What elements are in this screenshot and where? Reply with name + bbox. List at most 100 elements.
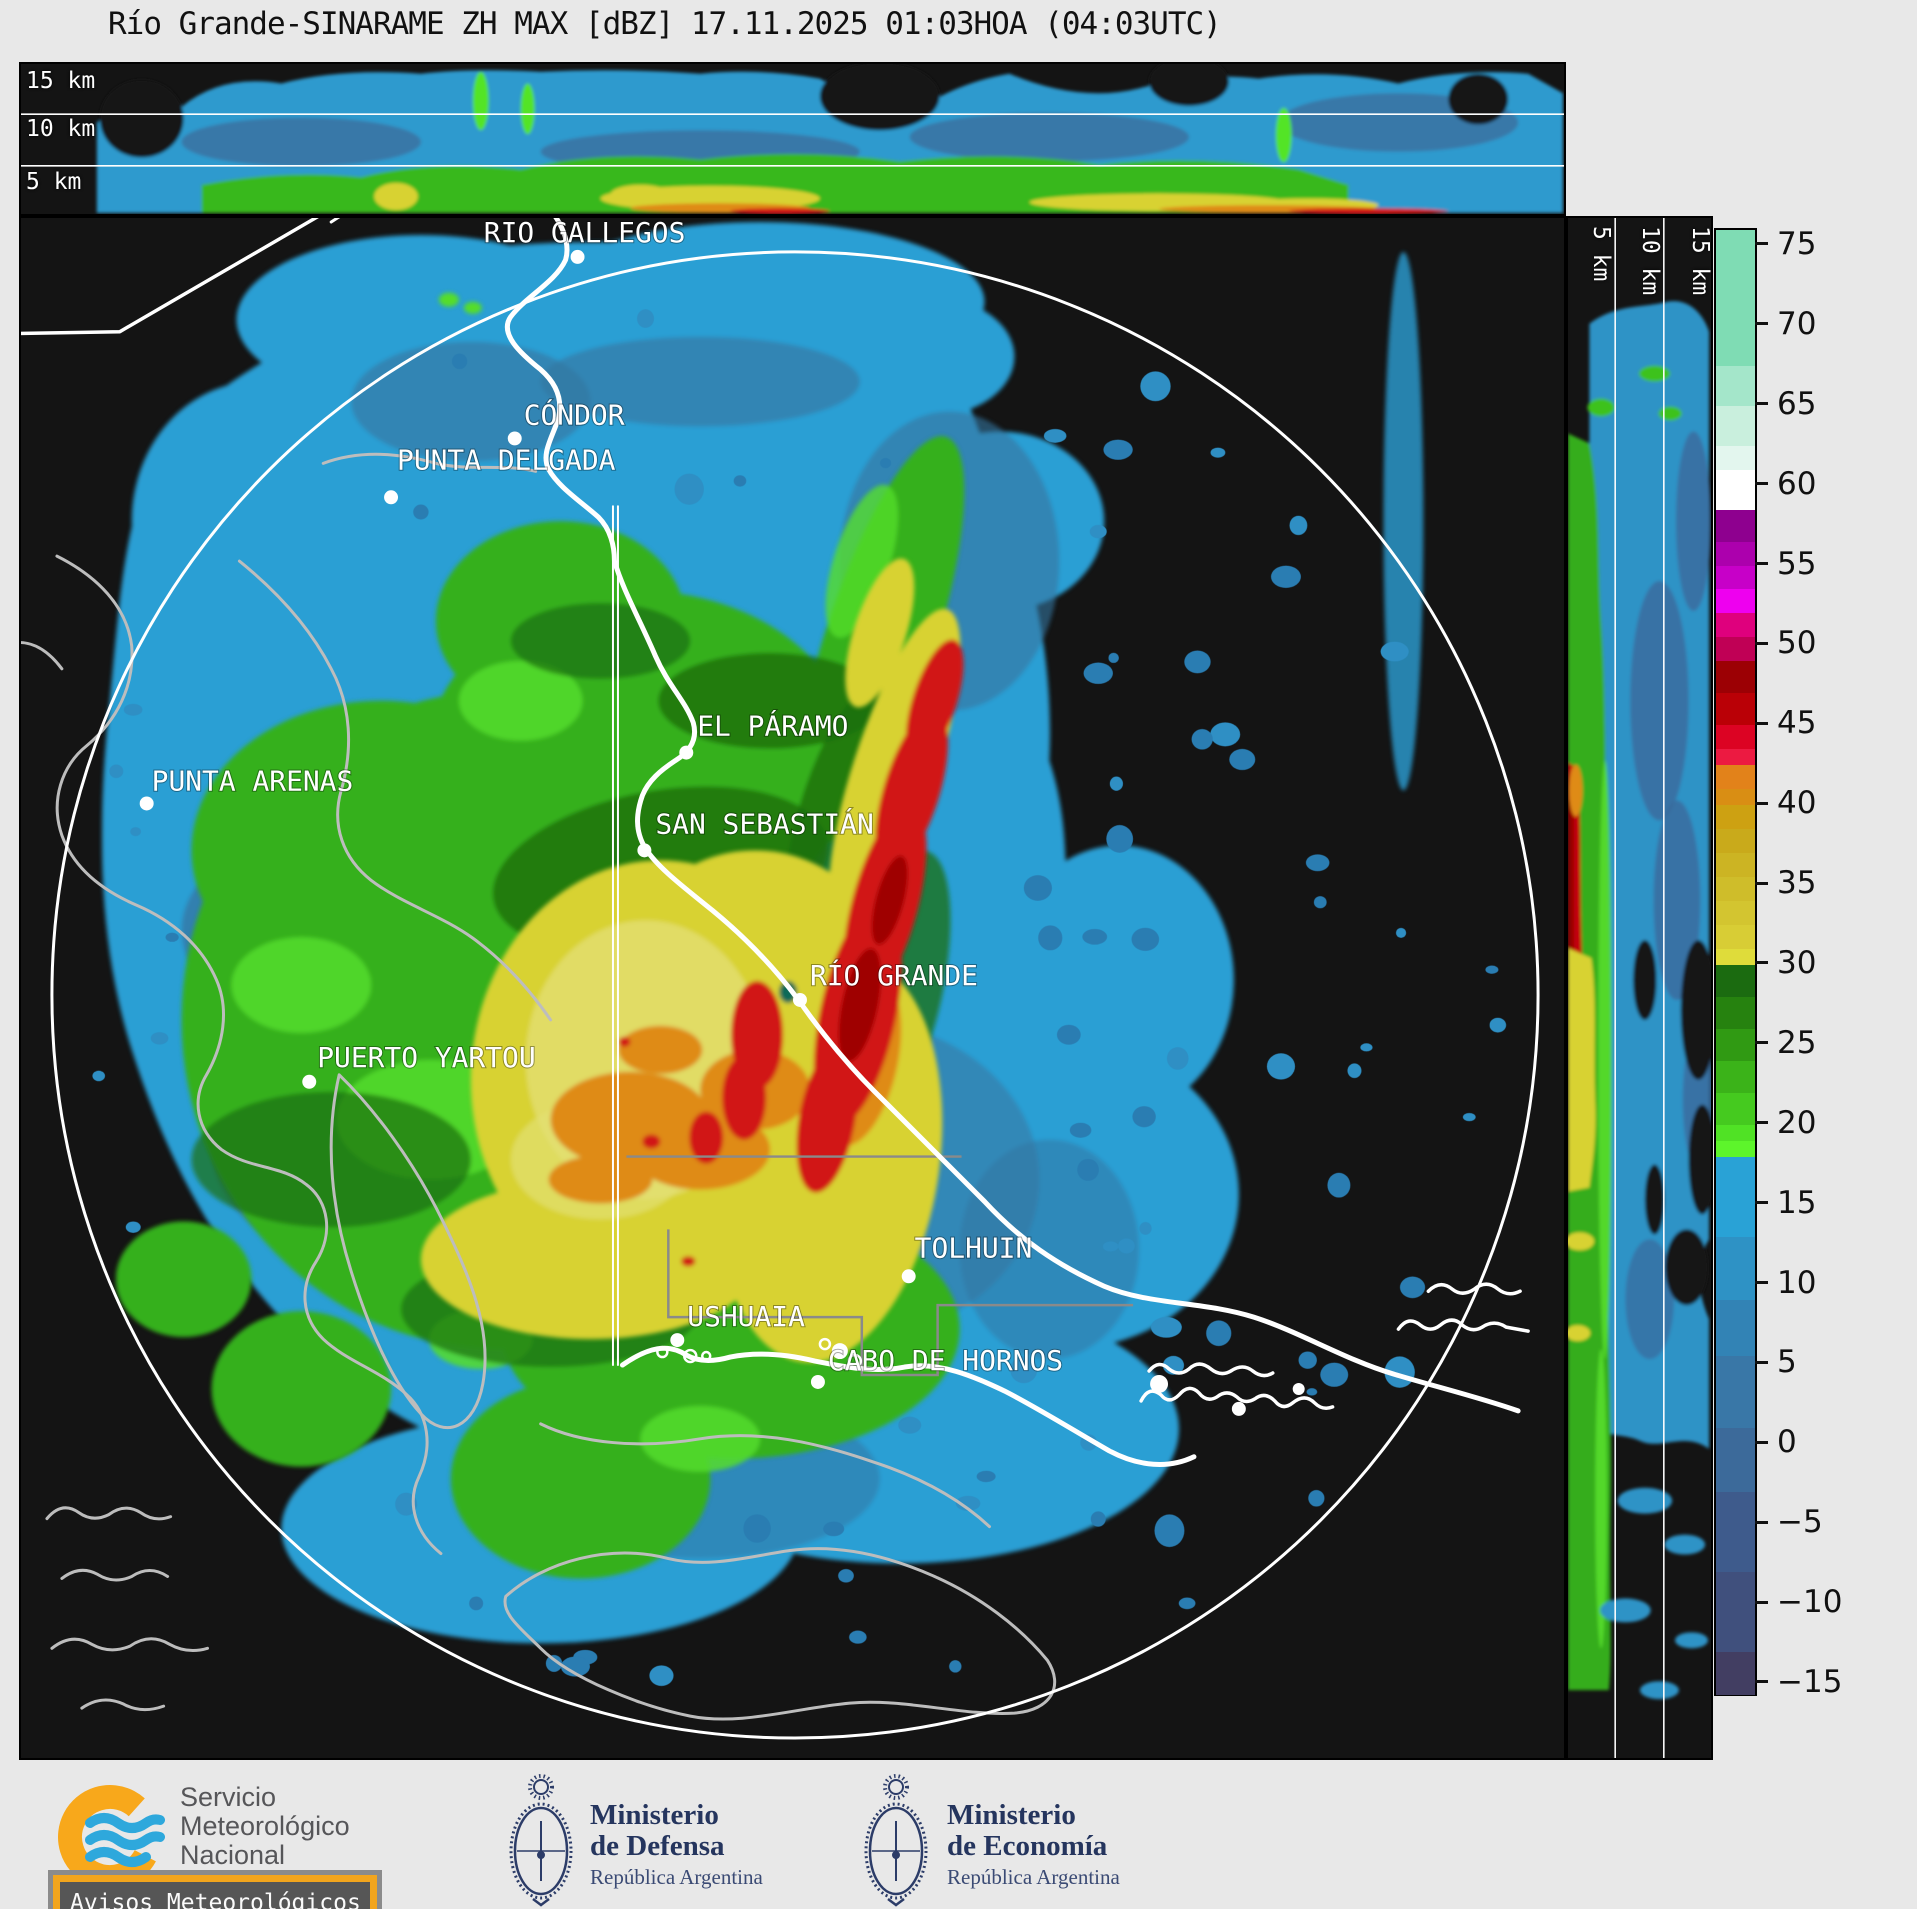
- defensa-country: República Argentina: [590, 1865, 763, 1889]
- echo-speckle: [1109, 776, 1123, 791]
- colorbar-tick-mark: [1755, 1041, 1768, 1045]
- colorbar-segment: [1716, 693, 1755, 726]
- colorbar-tick-mark: [1755, 1520, 1768, 1524]
- colorbar-segment: [1716, 789, 1755, 806]
- echo-speckle: [1306, 1388, 1318, 1396]
- colorbar-tick-mark: [1755, 1281, 1768, 1284]
- echo-speckle: [1010, 1356, 1038, 1384]
- colorbar-tick-label: −10: [1777, 1584, 1843, 1621]
- echo-speckle: [1132, 1106, 1156, 1128]
- colorbar-segment: [1716, 765, 1755, 790]
- admin-boundary-layer: [626, 1155, 1134, 1377]
- colorbar-tick-label: −15: [1777, 1663, 1843, 1700]
- city-dot: [384, 490, 399, 505]
- echo-speckle: [1360, 1043, 1373, 1052]
- city-label: TOLHUIN: [915, 1231, 1033, 1264]
- smn-name-line1: Servicio: [180, 1782, 277, 1812]
- echo-speckle: [469, 1596, 484, 1611]
- colorbar-segment: [1716, 749, 1755, 766]
- right-profile-plot: [1568, 218, 1711, 1758]
- echo-speckle: [1210, 447, 1226, 458]
- colorbar-tick-mark: [1755, 961, 1768, 965]
- echo-speckle: [1150, 1316, 1182, 1338]
- echo-speckle: [130, 827, 141, 837]
- right-axis-label-15km: 15 km: [1687, 226, 1713, 296]
- echo-speckle: [1102, 1241, 1119, 1252]
- city-label: PUNTA DELGADA: [397, 443, 616, 476]
- colorbar-segment: [1716, 1060, 1755, 1094]
- echo-speckle: [1229, 748, 1256, 771]
- city-dot: [901, 1269, 916, 1284]
- echo-speckle: [1320, 1362, 1349, 1387]
- colorbar-tick-label: 60: [1777, 465, 1817, 502]
- weather-warning-inner: Avisos Meteorológicos a Muy Corto Plazo: [53, 1875, 377, 1909]
- weather-warning-box[interactable]: Avisos Meteorológicos a Muy Corto Plazo: [48, 1870, 382, 1909]
- colorbar-segment: [1716, 1356, 1755, 1429]
- echo-speckle: [92, 1070, 105, 1082]
- colorbar-tick-label: 70: [1777, 305, 1817, 342]
- echo-speckle: [849, 1630, 867, 1644]
- radar-map-panel: RIO GALLEGOS CÓNDOR PUNTA DELGADA PUNTA ARE…: [19, 216, 1566, 1909]
- colorbar-tick-mark: [1755, 1440, 1768, 1444]
- warning-line-1: Avisos Meteorológicos: [70, 1890, 361, 1909]
- colorbar-tick-label: 35: [1777, 865, 1817, 902]
- echo-speckle: [1184, 650, 1211, 674]
- colorbar-segment: [1716, 877, 1755, 902]
- colorbar-segment: [1716, 230, 1755, 367]
- colorbar-tick-mark: [1755, 881, 1768, 885]
- echo-speckle: [1082, 928, 1108, 945]
- defensa-line1: Ministerio: [590, 1799, 719, 1831]
- echo-speckle: [1038, 925, 1063, 951]
- economia-wordmark: Ministerio de Economía República Argenti…: [947, 1800, 1120, 1893]
- footer-logos: Servicio Meteorológico Nacional Argentin…: [0, 1761, 1917, 1909]
- echo-speckle: [395, 1492, 418, 1516]
- echo-speckle: [560, 1656, 590, 1677]
- economia-line2: de Economía: [947, 1830, 1108, 1862]
- colorbar-segment: [1716, 1300, 1755, 1357]
- echo-speckle: [674, 473, 704, 505]
- colorbar-segment: [1716, 405, 1755, 447]
- range-ring: [50, 250, 1540, 1740]
- colorbar-tick-label: 50: [1777, 625, 1817, 662]
- colorbar-tick-mark: [1755, 242, 1768, 246]
- echo-speckle: [1154, 1514, 1185, 1548]
- echo-speckle: [1489, 1017, 1507, 1033]
- dbz-colorbar: [1714, 228, 1757, 1696]
- city-dot: [679, 745, 694, 760]
- colorbar-segment: [1716, 365, 1755, 407]
- defensa-coat-of-arms-icon: [509, 1774, 573, 1907]
- echo-speckle: [1131, 927, 1160, 951]
- colorbar-segment: [1716, 1092, 1755, 1126]
- city-labels-layer: RIO GALLEGOS CÓNDOR PUNTA DELGADA PUNTA ARE…: [139, 218, 1064, 1389]
- colorbar-tick-mark: [1755, 1360, 1768, 1364]
- colorbar-tick-label: 30: [1777, 944, 1817, 981]
- page-title: Río Grande-SINARAME ZH MAX [dBZ] 17.11.2…: [108, 6, 1222, 42]
- colorbar-tick-label: 15: [1777, 1184, 1817, 1221]
- echo-speckle: [1191, 728, 1213, 750]
- colorbar-segment: [1716, 1572, 1755, 1653]
- colorbar-tick-label: 45: [1777, 705, 1817, 742]
- colorbar-segment: [1716, 589, 1755, 615]
- right-axis-label-10km: 10 km: [1637, 226, 1663, 296]
- colorbar-segment: [1716, 805, 1755, 830]
- echo-speckle: [1298, 1351, 1317, 1369]
- defensa-wordmark: Ministerio de Defensa República Argentin…: [590, 1800, 763, 1893]
- echo-speckle: [451, 353, 468, 370]
- echo-speckle: [880, 457, 892, 469]
- colorbar-segment: [1716, 661, 1755, 694]
- smn-name-line3: Nacional: [180, 1840, 286, 1870]
- colorbar-tick-mark: [1755, 1201, 1768, 1205]
- echo-speckle: [545, 1654, 563, 1672]
- colorbar-segment: [1716, 1140, 1755, 1158]
- colorbar-tick-label: 65: [1777, 385, 1817, 422]
- coastline-gray-layer: [21, 452, 1057, 1721]
- echo-speckle: [1090, 1511, 1106, 1527]
- echo-speckle: [1485, 965, 1499, 974]
- colorbar-segment: [1716, 996, 1755, 1030]
- echo-speckle: [1305, 854, 1330, 872]
- city-dot: [507, 431, 522, 446]
- city-label: PUNTA ARENAS: [152, 765, 354, 798]
- radar-map-plot: RIO GALLEGOS CÓNDOR PUNTA DELGADA PUNTA ARE…: [21, 218, 1564, 1758]
- colorbar-tick-mark: [1755, 1600, 1768, 1604]
- colorbar-segment: [1716, 948, 1755, 966]
